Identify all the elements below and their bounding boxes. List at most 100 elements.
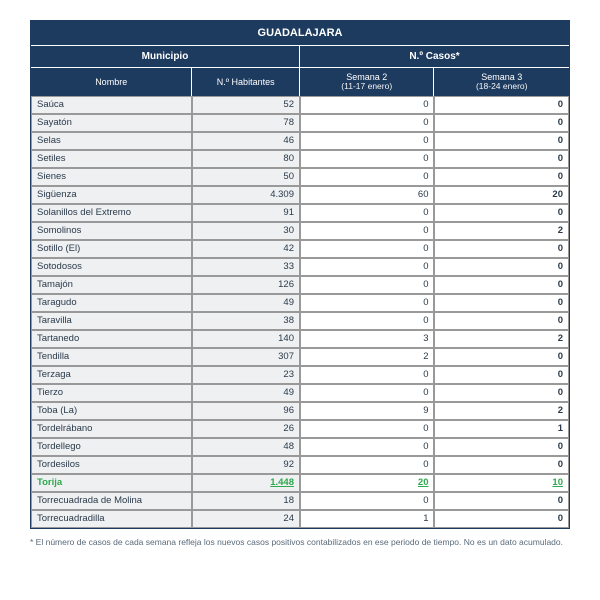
cell-habitantes: 80 [192, 150, 300, 168]
table-row: Sayatón7800 [31, 114, 569, 132]
table-body: Saúca5200Sayatón7800Selas4600Setiles8000… [31, 96, 569, 528]
table-row: Somolinos3002 [31, 222, 569, 240]
cell-semana3: 2 [434, 330, 569, 348]
cell-nombre: Taragudo [31, 294, 192, 312]
cell-semana2: 0 [300, 114, 435, 132]
table-row: Terzaga2300 [31, 366, 569, 384]
cell-habitantes: 50 [192, 168, 300, 186]
table-row: Sotillo (El)4200 [31, 240, 569, 258]
cell-habitantes: 91 [192, 204, 300, 222]
cell-semana2: 0 [300, 456, 435, 474]
cell-semana3: 0 [434, 510, 569, 528]
cell-semana3: 0 [434, 114, 569, 132]
cell-semana2: 0 [300, 276, 435, 294]
cell-semana3: 20 [434, 186, 569, 204]
cell-semana3: 0 [434, 492, 569, 510]
cell-habitantes: 78 [192, 114, 300, 132]
cell-habitantes: 38 [192, 312, 300, 330]
cell-nombre: Setiles [31, 150, 192, 168]
cell-semana3: 0 [434, 384, 569, 402]
table-row: Torrecuadrada de Molina1800 [31, 492, 569, 510]
cell-habitantes: 1.448 [192, 474, 300, 492]
cell-semana3: 0 [434, 150, 569, 168]
cell-nombre: Somolinos [31, 222, 192, 240]
table-row: Sienes5000 [31, 168, 569, 186]
cell-nombre: Terzaga [31, 366, 192, 384]
cell-nombre: Tordelrábano [31, 420, 192, 438]
cell-nombre: Tendilla [31, 348, 192, 366]
cell-semana2: 0 [300, 240, 435, 258]
cell-semana3: 0 [434, 132, 569, 150]
table-row: Taravilla3800 [31, 312, 569, 330]
table-row: Toba (La)9692 [31, 402, 569, 420]
cell-semana3: 2 [434, 222, 569, 240]
table-row: Torija1.4482010 [31, 474, 569, 492]
table-row: Tordellego4800 [31, 438, 569, 456]
cell-semana3: 0 [434, 456, 569, 474]
table-row: Tordelrábano2601 [31, 420, 569, 438]
cell-habitantes: 49 [192, 294, 300, 312]
cell-nombre: Tordellego [31, 438, 192, 456]
cell-semana2: 0 [300, 294, 435, 312]
subheader-row: Nombre N.º Habitantes Semana 2 (11-17 en… [31, 68, 569, 96]
cell-semana3: 0 [434, 366, 569, 384]
cell-semana3: 0 [434, 438, 569, 456]
cell-nombre: Toba (La) [31, 402, 192, 420]
cell-nombre: Sienes [31, 168, 192, 186]
cell-nombre: Tamajón [31, 276, 192, 294]
cell-semana2: 20 [300, 474, 435, 492]
col-nombre: Nombre [31, 68, 192, 96]
cell-semana2: 2 [300, 348, 435, 366]
cell-habitantes: 49 [192, 384, 300, 402]
table-row: Torrecuadradilla2410 [31, 510, 569, 528]
cell-semana3: 2 [434, 402, 569, 420]
cell-semana3: 10 [434, 474, 569, 492]
cell-semana3: 0 [434, 96, 569, 114]
cell-nombre: Tartanedo [31, 330, 192, 348]
cell-semana2: 60 [300, 186, 435, 204]
table-row: Tendilla30720 [31, 348, 569, 366]
cell-semana3: 0 [434, 204, 569, 222]
cell-semana2: 0 [300, 492, 435, 510]
table-row: Saúca5200 [31, 96, 569, 114]
col-semana3-sub: (18-24 enero) [434, 82, 569, 92]
table-row: Tordesilos9200 [31, 456, 569, 474]
cell-habitantes: 92 [192, 456, 300, 474]
table-row: Tartanedo14032 [31, 330, 569, 348]
table-row: Solanillos del Extremo9100 [31, 204, 569, 222]
cell-semana2: 0 [300, 222, 435, 240]
col-semana2-sub: (11-17 enero) [300, 82, 434, 92]
cell-nombre: Torrecuadrada de Molina [31, 492, 192, 510]
cell-semana3: 1 [434, 420, 569, 438]
cell-habitantes: 307 [192, 348, 300, 366]
col-semana3: Semana 3 (18-24 enero) [434, 68, 569, 96]
cell-nombre: Selas [31, 132, 192, 150]
cell-semana2: 1 [300, 510, 435, 528]
cell-habitantes: 52 [192, 96, 300, 114]
cell-semana2: 0 [300, 204, 435, 222]
table-row: Sigüenza4.3096020 [31, 186, 569, 204]
cell-semana2: 0 [300, 96, 435, 114]
cell-habitantes: 33 [192, 258, 300, 276]
header-group-municipio: Municipio [31, 46, 300, 67]
cell-semana2: 0 [300, 168, 435, 186]
table-row: Taragudo4900 [31, 294, 569, 312]
cell-habitantes: 126 [192, 276, 300, 294]
cell-habitantes: 140 [192, 330, 300, 348]
cell-nombre: Saúca [31, 96, 192, 114]
col-habitantes: N.º Habitantes [192, 68, 300, 96]
cell-nombre: Tordesilos [31, 456, 192, 474]
cell-habitantes: 23 [192, 366, 300, 384]
cell-habitantes: 96 [192, 402, 300, 420]
cell-semana3: 0 [434, 294, 569, 312]
cell-nombre: Taravilla [31, 312, 192, 330]
table-row: Selas4600 [31, 132, 569, 150]
cell-semana2: 0 [300, 438, 435, 456]
cases-table: GUADALAJARA Municipio N.º Casos* Nombre … [30, 20, 570, 529]
cell-habitantes: 48 [192, 438, 300, 456]
cell-semana2: 0 [300, 150, 435, 168]
cell-nombre: Sayatón [31, 114, 192, 132]
cell-nombre: Solanillos del Extremo [31, 204, 192, 222]
table-title: GUADALAJARA [31, 21, 569, 46]
cell-habitantes: 42 [192, 240, 300, 258]
